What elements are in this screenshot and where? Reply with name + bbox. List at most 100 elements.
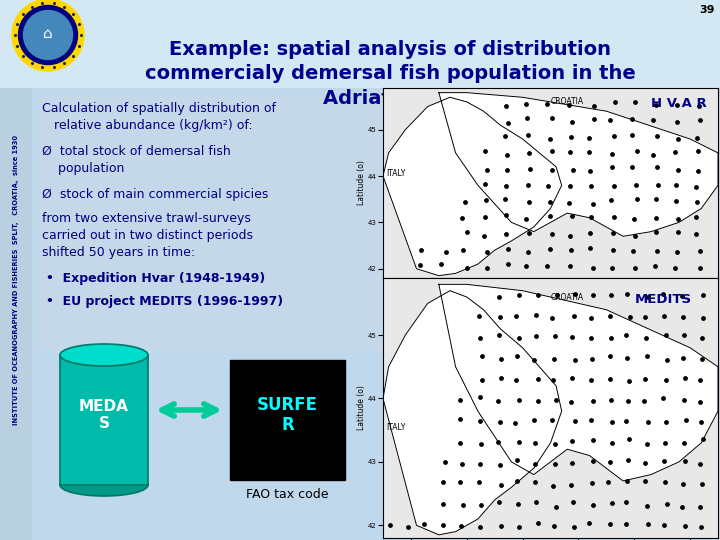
Point [563,100,575,109]
Point [692,166,703,175]
Point [456,213,467,222]
Point [513,396,525,404]
Point [587,199,598,208]
Point [492,397,503,406]
Point [694,397,706,406]
Point [523,181,534,190]
Point [608,182,620,191]
Point [606,163,618,171]
Point [415,261,426,269]
Point [564,232,575,240]
Point [476,375,487,384]
Point [474,460,485,469]
Point [546,147,557,156]
Point [585,314,597,322]
Point [639,313,651,321]
Point [532,519,544,528]
Point [585,213,596,221]
Point [482,264,493,272]
Point [478,232,490,240]
Point [544,212,556,220]
Point [440,248,451,256]
Point [629,232,641,240]
Point [651,132,662,140]
Point [510,352,522,360]
Text: MEDA
S: MEDA S [79,399,129,431]
Point [499,131,510,140]
Text: CROATIA: CROATIA [551,97,584,106]
Point [620,416,631,425]
Point [648,151,660,159]
Point [479,213,490,221]
Point [513,291,524,299]
Point [585,415,597,424]
Point [532,291,544,300]
Point [494,293,505,301]
Point [474,334,485,342]
Point [678,313,689,321]
Point [657,289,669,298]
Point [583,148,595,157]
Point [620,520,631,529]
Point [500,101,512,110]
Point [626,114,638,123]
Point [567,437,578,445]
Text: 39: 39 [700,5,715,15]
Point [529,478,541,487]
Point [604,352,616,360]
Point [642,293,654,301]
Point [661,356,672,364]
Circle shape [19,5,78,64]
Point [621,477,632,485]
Point [690,183,701,191]
Point [690,230,701,239]
Point [567,212,578,220]
Text: 18: 18 [703,527,714,536]
Point [510,477,522,486]
Point [604,458,616,467]
Point [694,264,706,273]
Point [567,118,578,126]
Bar [0,0,720,88]
Point [697,480,708,488]
Bar [60,355,148,485]
Point [624,376,635,385]
Point [544,134,556,143]
Point [588,501,599,510]
Point [495,461,506,469]
Point [474,523,486,531]
Point [680,416,691,424]
Point [500,181,512,190]
Point [473,312,485,321]
Point [565,245,577,254]
Text: Calculation of spatially distribution of
   relative abundance (kg/km²) of:: Calculation of spatially distribution of… [42,102,276,132]
Point [680,522,691,530]
Point [548,522,559,530]
Point [462,228,473,237]
Point [605,291,616,299]
Bar [230,360,345,480]
Point [623,435,634,443]
Point [629,98,641,106]
Point [606,264,618,272]
Point [678,395,690,404]
Point [479,146,490,155]
Text: ITALY: ITALY [386,169,405,178]
Point [691,198,703,207]
Point [528,416,539,424]
Point [456,460,468,469]
Point [513,522,525,531]
Point [567,374,578,383]
Point [676,292,688,301]
Point [627,246,639,255]
Point [547,481,559,490]
Point [520,262,531,271]
Point [677,353,688,362]
Point [531,498,542,507]
Point [495,374,506,382]
Text: MEDITS: MEDITS [634,293,691,306]
Point [402,523,414,531]
Point [607,228,618,237]
Point [660,376,672,384]
Point [694,502,706,511]
